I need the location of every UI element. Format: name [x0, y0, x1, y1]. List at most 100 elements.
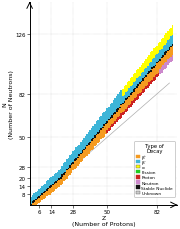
- Bar: [162, 48, 164, 49]
- Bar: [113, 102, 114, 103]
- Bar: [117, 115, 119, 117]
- Bar: [66, 171, 68, 172]
- Bar: [97, 130, 99, 132]
- Bar: [139, 80, 141, 82]
- Bar: [100, 117, 102, 118]
- Bar: [161, 64, 163, 65]
- Bar: [147, 71, 149, 72]
- Bar: [148, 86, 150, 87]
- Bar: [120, 98, 122, 99]
- Bar: [167, 61, 169, 63]
- Bar: [109, 126, 111, 128]
- Bar: [74, 165, 76, 167]
- Bar: [88, 150, 90, 152]
- Bar: [106, 111, 108, 113]
- Bar: [44, 195, 46, 196]
- Bar: [85, 154, 86, 156]
- Bar: [161, 68, 163, 70]
- Bar: [164, 56, 166, 57]
- Bar: [123, 92, 125, 94]
- Bar: [155, 51, 156, 52]
- Bar: [148, 60, 150, 62]
- Bar: [165, 55, 167, 56]
- Bar: [164, 51, 166, 52]
- Bar: [66, 160, 68, 161]
- Bar: [103, 130, 105, 132]
- Bar: [133, 94, 135, 95]
- Bar: [134, 100, 136, 102]
- Bar: [55, 188, 57, 190]
- Bar: [108, 107, 110, 109]
- Bar: [168, 44, 170, 45]
- Bar: [130, 99, 132, 101]
- Bar: [142, 68, 144, 70]
- Bar: [168, 42, 170, 44]
- Bar: [117, 119, 119, 121]
- Bar: [134, 86, 136, 87]
- Bar: [86, 141, 88, 142]
- Bar: [99, 134, 100, 136]
- Bar: [168, 38, 170, 40]
- Bar: [144, 84, 145, 86]
- Bar: [139, 76, 141, 78]
- Bar: [116, 106, 118, 107]
- Bar: [145, 84, 147, 86]
- Bar: [134, 91, 136, 93]
- Bar: [117, 114, 119, 115]
- Bar: [123, 100, 125, 102]
- Bar: [97, 139, 99, 141]
- Bar: [167, 51, 169, 52]
- Bar: [100, 133, 102, 134]
- Bar: [144, 80, 145, 82]
- Bar: [148, 69, 150, 71]
- Bar: [88, 139, 90, 141]
- Bar: [44, 187, 46, 188]
- Bar: [165, 59, 167, 60]
- Bar: [131, 94, 133, 95]
- Bar: [162, 40, 164, 41]
- Bar: [111, 115, 113, 117]
- Bar: [119, 109, 121, 110]
- Bar: [172, 59, 174, 60]
- Bar: [164, 61, 166, 63]
- Bar: [71, 158, 73, 160]
- Bar: [52, 181, 54, 183]
- Bar: [139, 91, 141, 93]
- Bar: [122, 91, 124, 93]
- Bar: [167, 64, 169, 65]
- Bar: [88, 135, 90, 137]
- Bar: [158, 57, 159, 59]
- Bar: [155, 57, 156, 59]
- Bar: [120, 117, 122, 118]
- Bar: [164, 38, 166, 40]
- Bar: [88, 152, 90, 153]
- Bar: [46, 185, 48, 187]
- Bar: [71, 154, 73, 156]
- Bar: [138, 79, 139, 80]
- Bar: [74, 150, 76, 152]
- Bar: [109, 127, 111, 129]
- Bar: [139, 77, 141, 79]
- Bar: [122, 114, 124, 115]
- Bar: [54, 184, 55, 185]
- Bar: [61, 179, 63, 180]
- Bar: [159, 57, 161, 59]
- Bar: [133, 79, 135, 80]
- Bar: [141, 80, 142, 82]
- Bar: [123, 107, 125, 109]
- Bar: [103, 119, 105, 121]
- Bar: [60, 184, 62, 185]
- Bar: [102, 133, 103, 134]
- Bar: [145, 65, 147, 67]
- Bar: [60, 176, 62, 177]
- Bar: [50, 187, 52, 188]
- Bar: [155, 64, 156, 65]
- Bar: [91, 144, 93, 145]
- Bar: [97, 131, 99, 133]
- Bar: [130, 100, 132, 102]
- Bar: [75, 165, 77, 167]
- Bar: [170, 55, 172, 56]
- Bar: [148, 61, 150, 63]
- Bar: [142, 82, 144, 83]
- Bar: [161, 45, 163, 47]
